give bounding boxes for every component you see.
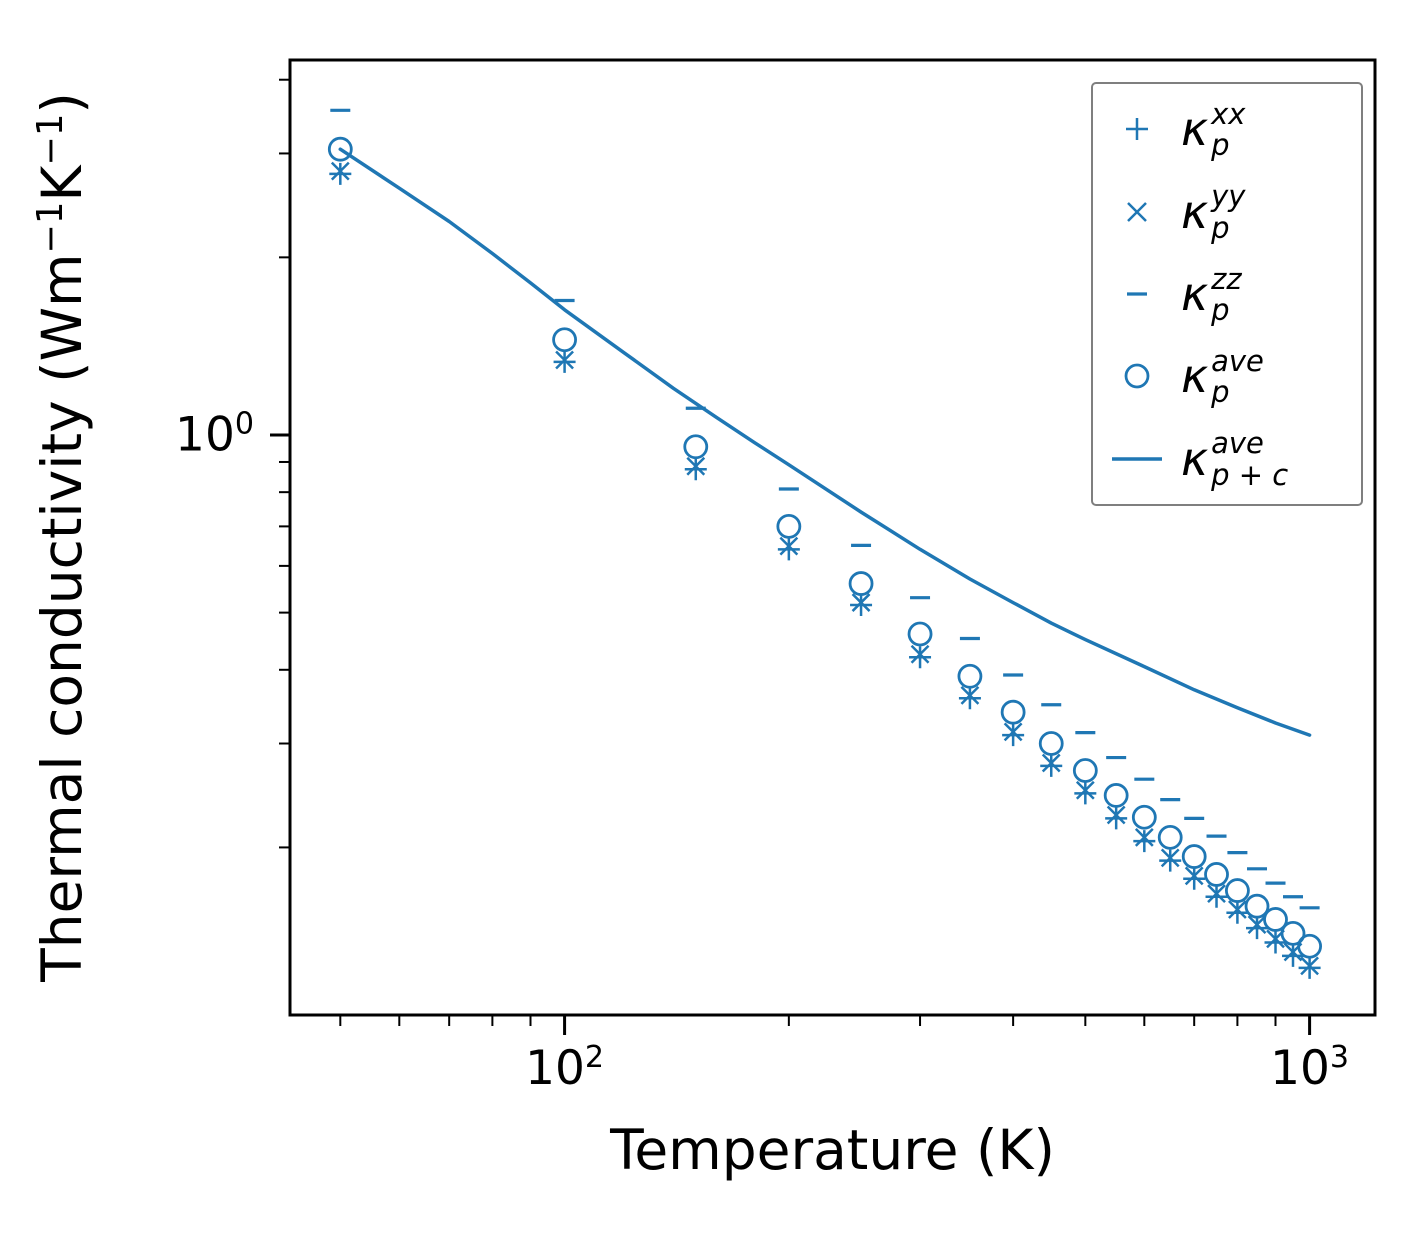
times-marker-icon bbox=[1093, 190, 1181, 234]
series-kappa_p_plus_c_ave bbox=[338, 147, 1312, 737]
legend-label: κ ave p + c bbox=[1181, 426, 1289, 492]
tick-label-10e3: 103 bbox=[1270, 1040, 1350, 1096]
legend-label: κ xx p bbox=[1181, 96, 1246, 163]
series-kappa_p_zz bbox=[330, 108, 1320, 910]
legend-label: κ zz p bbox=[1181, 261, 1242, 327]
series-kappa_p_xx bbox=[329, 162, 1321, 979]
x-axis-minor-ticks bbox=[339, 1015, 1277, 1026]
line-marker-icon bbox=[1093, 437, 1181, 481]
plus-marker-icon bbox=[1093, 107, 1181, 151]
axes-spines bbox=[288, 58, 1377, 1017]
legend-item-circle: κ ave p bbox=[1093, 336, 1361, 416]
circle-marker-icon bbox=[1093, 354, 1181, 398]
series-kappa_p_yy bbox=[330, 161, 1319, 976]
x-axis-major-ticks bbox=[563, 1015, 1312, 1035]
tick-label-10e2: 102 bbox=[525, 1040, 605, 1096]
legend-item-plus: κ xx p bbox=[1093, 89, 1361, 169]
legend-label: κ ave p bbox=[1181, 344, 1264, 410]
x-axis-label: Temperature (K) bbox=[610, 1118, 1055, 1182]
tick-label-10e0: 100 bbox=[175, 406, 254, 463]
legend: κ xx p κ yy p κ zz p κ ave p κ ave p + c bbox=[1091, 82, 1363, 506]
legend-label: κ yy p bbox=[1181, 179, 1246, 245]
y-axis-minor-ticks bbox=[279, 78, 290, 849]
y-axis-label: Thermal conductivity (Wm−1K−1) bbox=[29, 92, 94, 982]
legend-item-line: κ ave p + c bbox=[1093, 419, 1361, 499]
hline-marker-icon bbox=[1093, 272, 1181, 316]
series-kappa_p_ave bbox=[327, 136, 1323, 959]
legend-item-times: κ yy p bbox=[1093, 172, 1361, 252]
legend-item-hline: κ zz p bbox=[1093, 254, 1361, 334]
